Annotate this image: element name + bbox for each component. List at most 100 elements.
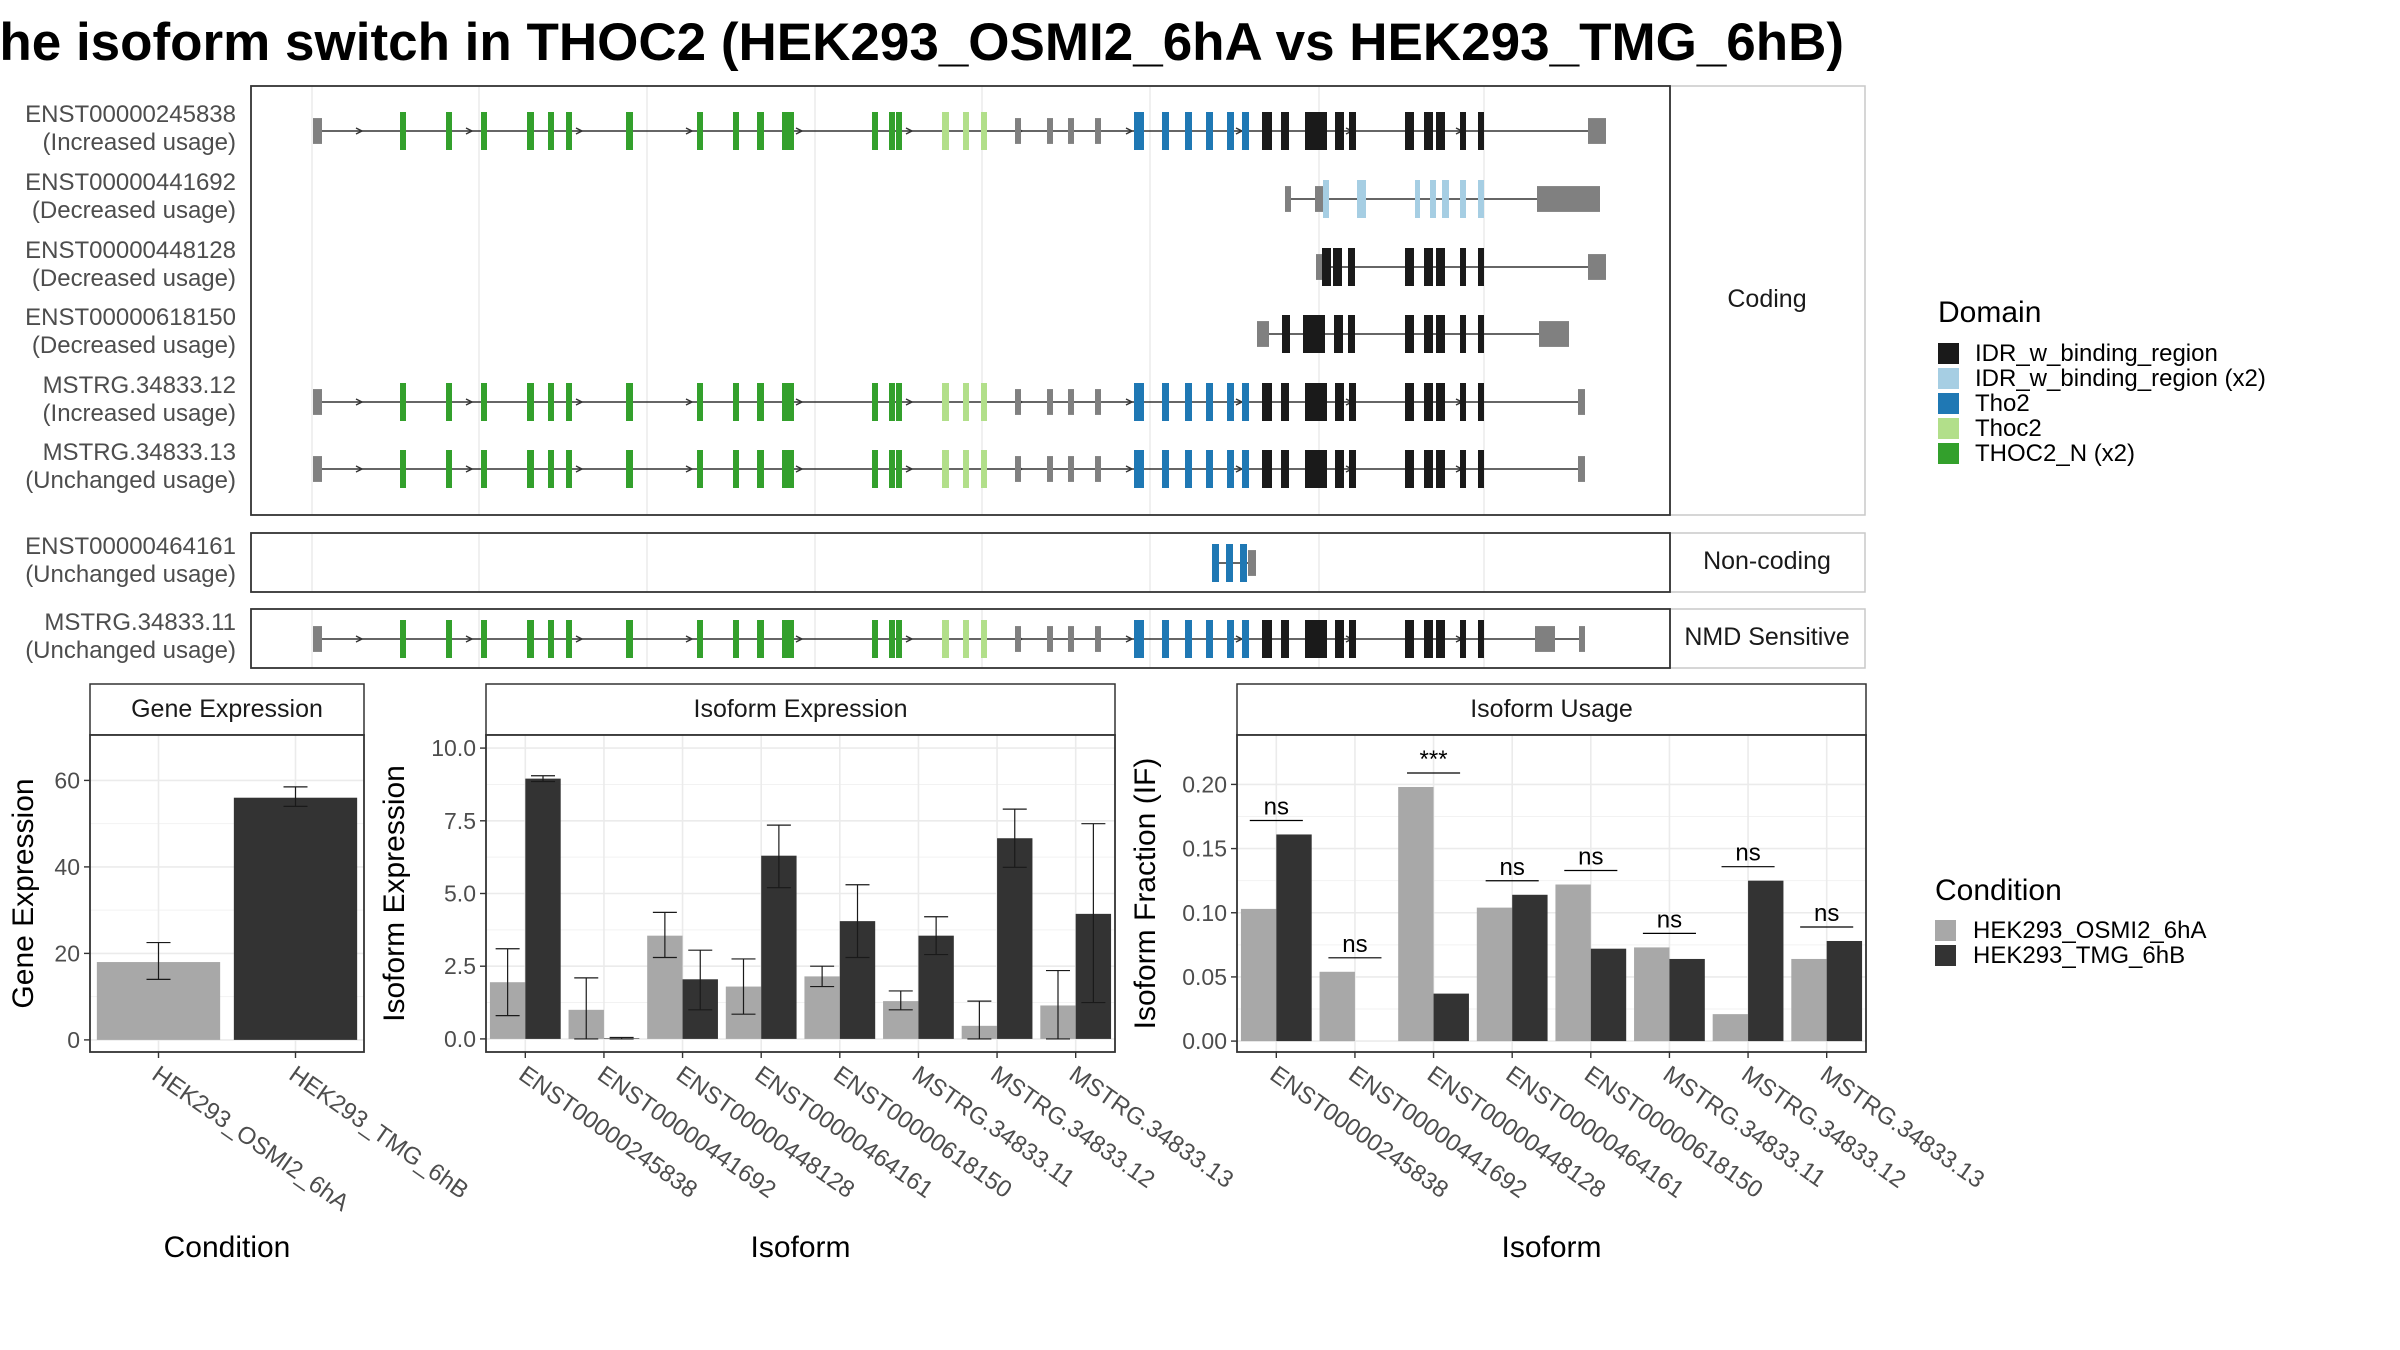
bar bbox=[1748, 880, 1784, 1042]
y-tick-label: 20 bbox=[54, 940, 80, 966]
utr-exon bbox=[1257, 321, 1269, 347]
domain-exon bbox=[872, 450, 878, 488]
isoform-status-label: (Unchanged usage) bbox=[25, 467, 236, 494]
strand-arrow bbox=[1125, 398, 1134, 406]
domain-exon bbox=[400, 620, 406, 658]
figure-title: The isoform switch in THOC2 (HEK293_OSMI… bbox=[0, 13, 1845, 72]
domain-exon bbox=[1460, 620, 1466, 658]
isoform-row-enst00000245838: ENST00000245838(Increased usage) bbox=[25, 101, 1606, 156]
facet-strip bbox=[1669, 608, 1866, 669]
domain-legend-key bbox=[1938, 443, 1959, 464]
isoform-id-label: MSTRG.34833.13 bbox=[43, 439, 236, 466]
domain-exon bbox=[963, 112, 969, 150]
domain-exon bbox=[1424, 315, 1433, 353]
domain-exon bbox=[548, 112, 554, 150]
strand-arrow bbox=[685, 635, 694, 643]
significance-label: ns bbox=[1264, 793, 1289, 820]
utr-exon bbox=[1578, 456, 1585, 482]
domain-exon bbox=[963, 620, 969, 658]
isoform-row-enst00000618150: ENST00000618150(Decreased usage) bbox=[25, 304, 1569, 359]
domain-exon bbox=[1262, 383, 1272, 421]
domain-legend-label: Tho2 bbox=[1975, 390, 2030, 417]
domain-exon bbox=[1281, 450, 1289, 488]
domain-exon bbox=[1134, 450, 1144, 488]
condition-legend-key bbox=[1935, 945, 1956, 966]
domain-exon bbox=[1405, 248, 1414, 286]
isoform-status-label: (Unchanged usage) bbox=[25, 637, 236, 664]
domain-exon bbox=[1335, 383, 1344, 421]
x-axis-title: Condition bbox=[164, 1231, 291, 1264]
strand-arrow bbox=[465, 127, 474, 135]
bar bbox=[1276, 834, 1312, 1042]
utr-exon bbox=[313, 389, 322, 415]
domain-exon bbox=[626, 620, 633, 658]
domain-exon bbox=[527, 383, 534, 421]
utr-exon bbox=[1095, 456, 1101, 482]
domain-exon bbox=[1227, 383, 1234, 421]
strand-arrow bbox=[355, 127, 364, 135]
y-axis-title: Gene Expression bbox=[7, 778, 40, 1008]
utr-exon bbox=[1047, 389, 1053, 415]
strand-arrow bbox=[685, 465, 694, 473]
utr-exon bbox=[1047, 626, 1053, 652]
domain-exon bbox=[1436, 450, 1445, 488]
bar bbox=[1512, 894, 1548, 1042]
domain-exon bbox=[1227, 112, 1234, 150]
bar bbox=[1590, 948, 1627, 1042]
domain-exon bbox=[1282, 315, 1290, 353]
domain-exon bbox=[626, 450, 633, 488]
domain-exon bbox=[1134, 620, 1144, 658]
domain-exon bbox=[1206, 450, 1213, 488]
strand-arrow bbox=[905, 465, 914, 473]
domain-legend-label: Thoc2 bbox=[1975, 415, 2042, 442]
strand-arrow bbox=[575, 398, 584, 406]
domain-exon bbox=[527, 620, 534, 658]
utr-exon bbox=[1015, 389, 1021, 415]
domain-exon bbox=[1281, 112, 1289, 150]
domain-exon bbox=[963, 450, 969, 488]
domain-exon bbox=[942, 112, 949, 150]
utr-exon bbox=[1047, 456, 1053, 482]
utr-exon bbox=[1316, 254, 1322, 280]
utr-exon bbox=[313, 626, 322, 652]
utr-exon bbox=[1095, 626, 1101, 652]
domain-exon bbox=[1405, 383, 1414, 421]
domain-exon bbox=[782, 450, 794, 488]
isoform-id-label: ENST00000441692 bbox=[25, 169, 236, 196]
domain-exon bbox=[1334, 315, 1343, 353]
condition-legend-label: HEK293_OSMI2_6hA bbox=[1973, 917, 2206, 944]
domain-exon bbox=[981, 383, 987, 421]
domain-legend-label: IDR_w_binding_region (x2) bbox=[1975, 365, 2266, 392]
domain-legend-label: THOC2_N (x2) bbox=[1975, 440, 2135, 467]
chart-isoform-expression: Isoform Expression0.02.55.07.510.0ENST00… bbox=[378, 683, 1238, 1264]
domain-exon bbox=[1185, 383, 1192, 421]
domain-exon bbox=[626, 112, 633, 150]
y-tick-label: 0.20 bbox=[1182, 771, 1227, 797]
domain-exon bbox=[1478, 315, 1484, 353]
domain-exon bbox=[1305, 383, 1327, 421]
domain-exon bbox=[446, 112, 452, 150]
strand-arrow bbox=[1125, 635, 1134, 643]
domain-exon bbox=[942, 620, 949, 658]
domain-exon bbox=[527, 112, 534, 150]
domain-exon bbox=[981, 450, 987, 488]
domain-exon bbox=[626, 383, 633, 421]
domain-exon bbox=[548, 620, 554, 658]
bar bbox=[1398, 786, 1434, 1042]
domain-exon bbox=[697, 383, 703, 421]
domain-exon bbox=[1430, 180, 1436, 218]
domain-exon bbox=[1460, 180, 1466, 218]
domain-exon bbox=[1206, 620, 1213, 658]
domain-legend-key bbox=[1938, 393, 1959, 414]
panel-title: Gene Expression bbox=[131, 695, 323, 723]
domain-exon bbox=[1349, 112, 1356, 150]
domain-exon bbox=[1335, 112, 1344, 150]
strand-arrow bbox=[905, 398, 914, 406]
domain-exon bbox=[481, 383, 487, 421]
strand-arrow bbox=[355, 635, 364, 643]
strand-arrow bbox=[795, 398, 804, 406]
domain-exon bbox=[1460, 315, 1466, 353]
chart-isoform-usage: Isoform Usage 0.00 0.05 0.10 0.15 0.20 ns ns ***… bbox=[1129, 683, 1989, 1264]
domain-legend-key bbox=[1938, 418, 1959, 439]
domain-exon bbox=[527, 450, 534, 488]
